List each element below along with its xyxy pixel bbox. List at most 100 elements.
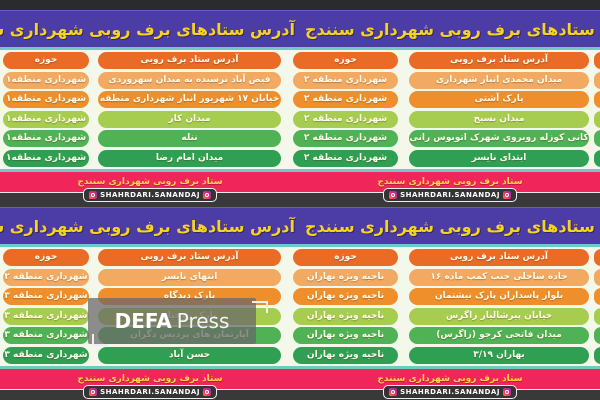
zone-pill: شهرداری منطقه ۲ — [3, 268, 89, 286]
address-table: حوزه آدرس ستاد برف روبی حوزه آدرس ستاد برف … — [0, 247, 600, 366]
address-pill: میدان کار — [98, 110, 281, 128]
section-top: آدرس ستادهای برف روبی شهرداری سنندج آدرس… — [0, 10, 600, 207]
page-title: آدرس ستادهای برف روبی شهرداری سنندج — [305, 216, 600, 236]
table-row: شهرداری منطقه ۳ حسن آباد ناحیه ویژه بهاران… — [3, 346, 600, 364]
watermark-corner-bracket — [252, 301, 268, 313]
address-pill: بلوار پاسداران پارک نیشتمان — [409, 288, 589, 305]
instagram-icon — [202, 191, 211, 199]
zone-header-pill: حوزه — [3, 52, 89, 69]
zone-pill: ناحیه ویژه بهاران — [293, 307, 398, 325]
zone-header-pill: حوزه — [293, 52, 398, 69]
instagram-icon — [89, 191, 98, 199]
address-pill: ننله — [98, 130, 281, 147]
address-pill: خیابان ۱۷ شهریور انبار شهرداری منطقه — [98, 91, 281, 108]
address-pill: جاده ساحلی جنب کمپ ماده ۱۶ — [409, 268, 589, 286]
table-row: شهرداری منطقه۱ میدان کار شهرداری منطقه ۲ می… — [3, 110, 600, 128]
teal-divider — [0, 169, 600, 172]
table-row: حوزه آدرس ستاد برف روبی حوزه آدرس ستاد برف … — [3, 249, 600, 266]
table-row: شهرداری منطقه ۲ انتهای نایسر ناحیه ویژه به… — [3, 268, 600, 286]
zone-header-pill: حوزه — [293, 249, 398, 266]
zone-header-pill: حوزه — [3, 249, 89, 266]
table-row: شهرداری منطقه۱ فیض آباد نرسیده به میدان س… — [3, 71, 600, 89]
address-table: حوزه آدرس ستاد برف روبی حوزه آدرس ستاد برف … — [0, 50, 600, 169]
zone-pill: ناحیه ویژه بهاران — [293, 346, 398, 364]
instagram-icon — [389, 191, 398, 199]
zone-pill: شهرداری منطقه۱ — [3, 91, 89, 108]
zone-pill: شهرداری منطقه۱ — [3, 130, 89, 147]
cropped-pill-fragment — [594, 71, 600, 89]
address-pill: بهاران ۳/۱۹ — [409, 346, 589, 364]
cropped-pill-fragment — [594, 346, 600, 364]
address-pill: فیض آباد نرسیده به میدان سهروردی — [98, 71, 281, 89]
instagram-handle: SHAHRDARI.SANANDAJ — [400, 191, 500, 199]
footer-caption-bar: ستاد برف روبی شهرداری سنندج ستاد برف روب… — [0, 172, 600, 193]
cropped-pill-fragment — [594, 91, 600, 108]
address-pill: میدان امام رضا — [98, 149, 281, 167]
cropped-pill-fragment — [594, 149, 600, 167]
teal-divider — [0, 244, 600, 247]
instagram-icon — [389, 388, 398, 396]
instagram-handle: SHAHRDARI.SANANDAJ — [100, 388, 200, 396]
zone-pill: ناحیه ویژه بهاران — [293, 288, 398, 305]
section-title-bar: آدرس ستادهای برف روبی شهرداری سنندج آدرس… — [0, 207, 600, 244]
zone-pill: شهرداری منطقه ۲ — [293, 110, 398, 128]
footer-dark-bar: SHAHRDARI.SANANDAJ SHAHRDARI.SANANDAJ — [0, 188, 600, 207]
top-divider-bar — [0, 0, 600, 10]
cropped-pill-fragment — [594, 110, 600, 128]
instagram-icon — [502, 191, 511, 199]
table-row: شهرداری منطقه۱ ننله شهرداری منطقه ۲ کانی کو… — [3, 130, 600, 147]
instagram-badge: SHAHRDARI.SANANDAJ — [83, 188, 217, 202]
instagram-handle: SHAHRDARI.SANANDAJ — [400, 388, 500, 396]
footer-caption: ستاد برف روبی شهرداری سنندج — [77, 374, 223, 384]
instagram-icon — [202, 388, 211, 396]
cropped-pill-fragment — [594, 130, 600, 147]
zone-pill: شهرداری منطقه ۳ — [3, 307, 89, 325]
instagram-badge: SHAHRDARI.SANANDAJ — [83, 385, 217, 399]
zone-pill: ناحیه ویژه بهاران — [293, 327, 398, 344]
address-header-pill: آدرس ستاد برف روبی — [409, 249, 589, 266]
address-pill: حسن آباد — [98, 346, 281, 364]
table-row: حوزه آدرس ستاد برف روبی حوزه آدرس ستاد برف … — [3, 52, 600, 69]
teal-divider — [0, 47, 600, 50]
cropped-pill-fragment — [594, 288, 600, 305]
footer-caption: ستاد برف روبی شهرداری سنندج — [77, 177, 223, 187]
cropped-pill-fragment — [594, 249, 600, 266]
address-pill: میدان محمدی انبار شهرداری — [409, 71, 589, 89]
zone-pill: شهرداری منطقه۱ — [3, 110, 89, 128]
cropped-pill-fragment — [594, 268, 600, 286]
cropped-pill-fragment — [594, 327, 600, 344]
address-pill: میدان بسیج — [409, 110, 589, 128]
watermark-corner-bracket — [92, 334, 108, 346]
address-pill: ابتدای نایسر — [409, 149, 589, 167]
footer-caption-bar: ستاد برف روبی شهرداری سنندج ستاد برف روب… — [0, 369, 600, 390]
address-pill: میدان فاتحی کرجو (زاگرس) — [409, 327, 589, 344]
address-pill: خیابان پیرشالیار زاگرس — [409, 307, 589, 325]
page-title: آدرس ستادهای برف روبی شهرداری سنندج — [305, 19, 600, 39]
zone-pill: شهرداری منطقه ۳ — [3, 346, 89, 364]
zone-pill: ناحیه ویژه بهاران — [293, 268, 398, 286]
table-row: شهرداری منطقه ۳ پارک دیدگاه ناحیه ویژه بها… — [3, 288, 600, 305]
address-header-pill: آدرس ستاد برف روبی — [98, 249, 281, 266]
footer-dark-bar: SHAHRDARI.SANANDAJ SHAHRDARI.SANANDAJ — [0, 385, 600, 400]
instagram-handle: SHAHRDARI.SANANDAJ — [100, 191, 200, 199]
zone-pill: شهرداری منطقه ۲ — [293, 71, 398, 89]
instagram-badge: SHAHRDARI.SANANDAJ — [383, 385, 517, 399]
zone-pill: شهرداری منطقه ۲ — [293, 130, 398, 147]
cropped-pill-fragment — [594, 307, 600, 325]
table-row: شهرداری منطقه۱ خیابان ۱۷ شهریور انبار شهر… — [3, 91, 600, 108]
zone-pill: شهرداری منطقه ۲ — [293, 149, 398, 167]
zone-pill: شهرداری منطقه ۳ — [3, 288, 89, 305]
instagram-badge: SHAHRDARI.SANANDAJ — [383, 188, 517, 202]
page-title-repeat: آدرس ستادهای برف روبی شهرداری سنندج — [0, 19, 295, 39]
watermark-light-text: Press — [176, 309, 230, 333]
section-title-bar: آدرس ستادهای برف روبی شهرداری سنندج آدرس… — [0, 10, 600, 47]
table-row: شهرداری منطقه۱ میدان امام رضا شهرداری منطق… — [3, 149, 600, 167]
address-pill: انتهای نایسر — [98, 268, 281, 286]
teal-divider — [0, 366, 600, 369]
defa-press-watermark: DEFA Press — [88, 298, 256, 344]
page-title-repeat: آدرس ستادهای برف روبی شهرداری سنندج — [0, 216, 295, 236]
footer-caption: ستاد برف روبی شهرداری سنندج — [377, 374, 523, 384]
watermark-bold-text: DEFA — [114, 309, 172, 333]
instagram-icon — [89, 388, 98, 396]
